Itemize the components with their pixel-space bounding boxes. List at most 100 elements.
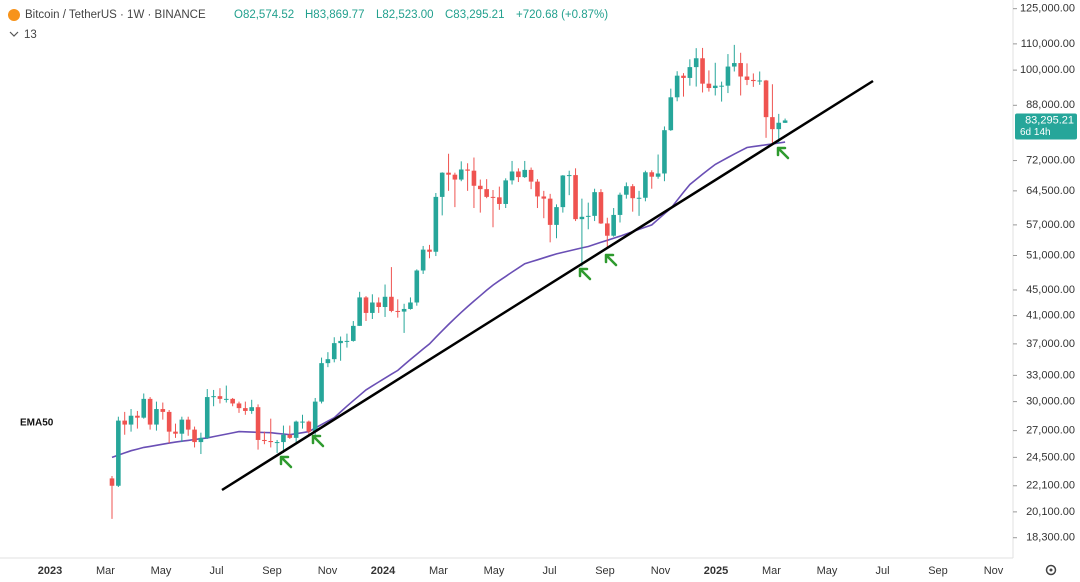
y-tick-label: 51,000.00 [1026,249,1075,261]
candle-body [268,441,274,443]
candle-body [376,302,381,308]
candle-body [471,170,477,186]
candle-body [370,302,375,313]
candle-body [306,421,312,432]
chart-title: Bitcoin / TetherUS · 1W · BINANCE [25,9,206,21]
x-tick-label: Nov [984,565,1004,577]
candle-body [503,180,508,204]
candle-body [433,196,439,252]
arrow [311,434,325,448]
countdown-label: 6d 14h [1020,127,1051,138]
candle-body [630,186,635,199]
plot [109,44,788,519]
candle-body [217,396,223,399]
ohlc-low: L82,523.00 [376,9,434,21]
candle-body [300,421,305,423]
candle-body [420,249,426,271]
candle-body [478,185,483,190]
candle-body [160,409,166,412]
candle-body [757,80,762,82]
candle-body [351,325,356,341]
candle-body [135,415,140,418]
y-tick-label: 57,000.00 [1026,219,1075,231]
candle-body [547,198,553,225]
x-tick-label: Nov [318,565,338,577]
candle-body [522,169,528,178]
candle-body [198,437,204,443]
candle-body [439,172,445,197]
candle-body [655,173,661,177]
candle-body [535,181,540,197]
candle-body [611,214,616,236]
x-tick-label: 2025 [704,565,728,577]
candle-body [262,439,267,442]
candle-body [541,196,547,199]
candle-body [293,421,299,438]
candle-body [141,398,147,418]
arrows [279,146,790,469]
x-tick-label: 2023 [38,565,62,577]
candle-body [706,83,712,89]
y-tick-label: 64,500.00 [1026,185,1075,197]
candle-body [414,270,420,303]
candle-body [122,420,127,425]
candle-body [185,419,191,430]
candle-body [312,401,318,432]
candle-body [408,302,413,309]
candle-body [624,186,629,195]
candle-body [605,223,610,236]
x-tick-label: 2024 [371,565,396,577]
ema-label: EMA50 [20,418,54,429]
candle-body [585,215,591,217]
candle-body [668,97,674,131]
candle-body [116,420,121,486]
ohlc-change: +720.68 (+0.87%) [516,9,608,21]
candle-body [649,172,655,177]
candle-body [173,431,178,434]
y-tick-label: 100,000.00 [1020,64,1075,76]
x-tick-label: Mar [96,565,115,577]
indicator-count[interactable]: 13 [24,29,37,41]
candle-body [693,58,699,68]
candle-body [738,63,743,77]
candle-body [674,75,680,98]
y-tick-label: 88,000.00 [1026,99,1075,111]
candle-body [573,175,578,220]
y-tick-label: 125,000.00 [1020,3,1075,15]
candle-body [452,174,458,180]
settings-icon-dot [1049,568,1053,572]
x-tick-label: May [484,565,505,577]
symbol-icon [8,9,20,21]
candle-body [617,194,623,215]
ohlc-high: H83,869.77 [305,9,364,21]
candle-body [192,429,197,443]
candle-body [560,175,566,208]
candle-body [592,192,597,216]
candle-body [255,407,261,440]
candle-body [427,249,432,252]
candle-body [344,340,350,342]
candle-body [712,85,718,89]
candle-body [751,79,756,82]
candle-body [687,67,693,78]
candle-body [338,340,343,344]
arrow [776,146,790,160]
candle-body [636,197,642,199]
y-tick-label: 72,000.00 [1026,154,1075,166]
candle-body [681,75,686,78]
candle-body [382,296,388,308]
candle-body [465,169,470,171]
candle-body [776,122,782,130]
collapse-caret[interactable] [9,31,19,37]
candle-body [598,192,604,224]
candle-body [484,189,489,197]
x-tick-label: Sep [595,565,615,577]
candle-body [446,172,451,175]
candle-body [401,308,407,312]
candle-body [509,171,515,181]
candle-body [211,396,216,398]
settings-icon[interactable] [1045,564,1057,576]
candle-body [224,398,229,400]
candle-body [528,169,534,182]
candle-body [147,398,153,425]
